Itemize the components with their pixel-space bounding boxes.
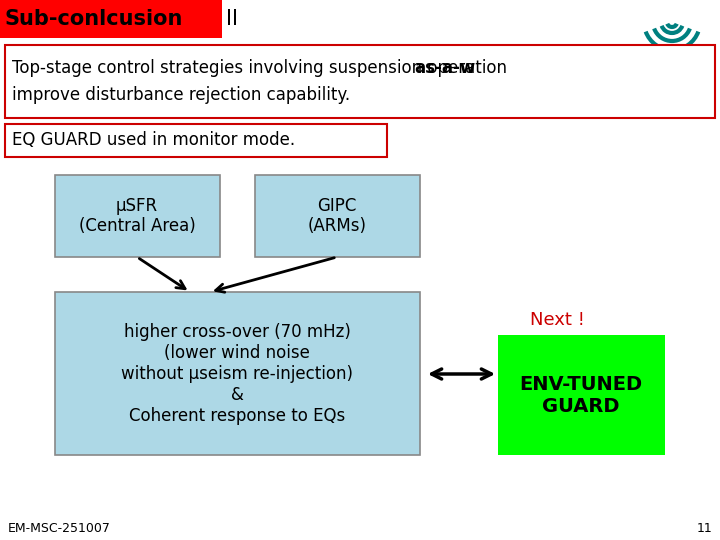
FancyBboxPatch shape <box>55 175 220 257</box>
Text: EM-MSC-251007: EM-MSC-251007 <box>8 522 111 535</box>
Text: ENV-TUNED
GUARD: ENV-TUNED GUARD <box>519 375 642 415</box>
FancyBboxPatch shape <box>55 292 420 455</box>
Text: II: II <box>226 9 238 29</box>
Text: EQ GUARD used in monitor mode.: EQ GUARD used in monitor mode. <box>12 131 295 149</box>
FancyBboxPatch shape <box>0 0 222 38</box>
Text: μSFR
(Central Area): μSFR (Central Area) <box>78 197 195 235</box>
Text: 11: 11 <box>696 522 712 535</box>
Text: Next !: Next ! <box>530 311 585 329</box>
Text: Sub-conlcusion: Sub-conlcusion <box>4 9 182 29</box>
Text: GIPC
(ARMs): GIPC (ARMs) <box>307 197 366 235</box>
Text: higher cross-over (70 mHz)
(lower wind noise
without μseism re-injection)
&
Cohe: higher cross-over (70 mHz) (lower wind n… <box>121 323 353 424</box>
Text: Top-stage control strategies involving suspension operation: Top-stage control strategies involving s… <box>12 59 512 77</box>
FancyBboxPatch shape <box>5 124 387 157</box>
FancyBboxPatch shape <box>255 175 420 257</box>
Text: as-a-w: as-a-w <box>414 59 475 77</box>
FancyBboxPatch shape <box>5 45 715 118</box>
Text: improve disturbance rejection capability.: improve disturbance rejection capability… <box>12 86 350 104</box>
FancyBboxPatch shape <box>498 335 665 455</box>
